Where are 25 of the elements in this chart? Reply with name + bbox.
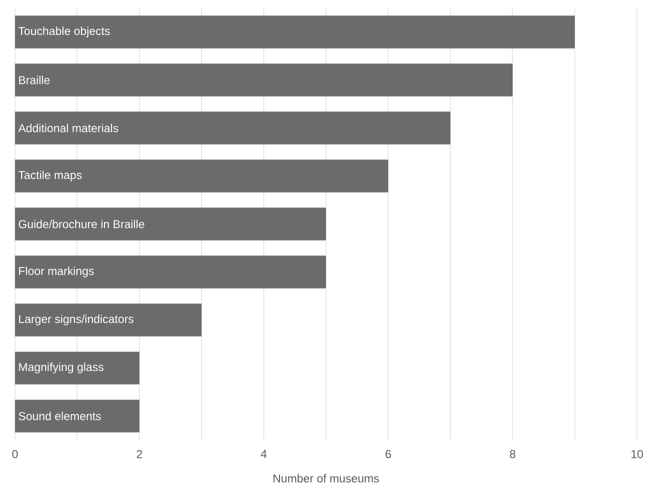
bar <box>15 256 326 288</box>
y-tick-label: Magnifying glass <box>19 362 104 374</box>
bar <box>15 400 140 432</box>
x-tick-label: 0 <box>12 450 18 458</box>
bar <box>15 304 202 336</box>
y-tick-label: Additional materials <box>18 124 118 132</box>
y-tick-label: Tactile maps <box>18 170 82 182</box>
bar <box>15 208 326 240</box>
y-tick-label: Braille <box>19 76 50 84</box>
x-tick-label: 10 <box>631 450 643 458</box>
bar <box>15 16 575 48</box>
x-tick-label: 6 <box>386 450 391 458</box>
bar <box>15 352 140 384</box>
y-tick-label: Floor markings <box>19 266 94 278</box>
y-tick-label: Touchable objects <box>18 26 110 38</box>
x-tick-label: 8 <box>510 450 516 458</box>
x-tick-label: 4 <box>260 450 267 458</box>
x-axis-title: Number of museums <box>274 474 379 482</box>
bar <box>15 112 450 144</box>
y-tick-label: Sound elements <box>18 412 101 420</box>
bar <box>15 160 388 192</box>
y-tick-label: Guide/brochure in Braille <box>18 220 144 228</box>
bar <box>15 64 513 96</box>
x-tick-label: 2 <box>136 450 142 458</box>
y-tick-label: Larger signs/indicators <box>19 314 134 326</box>
